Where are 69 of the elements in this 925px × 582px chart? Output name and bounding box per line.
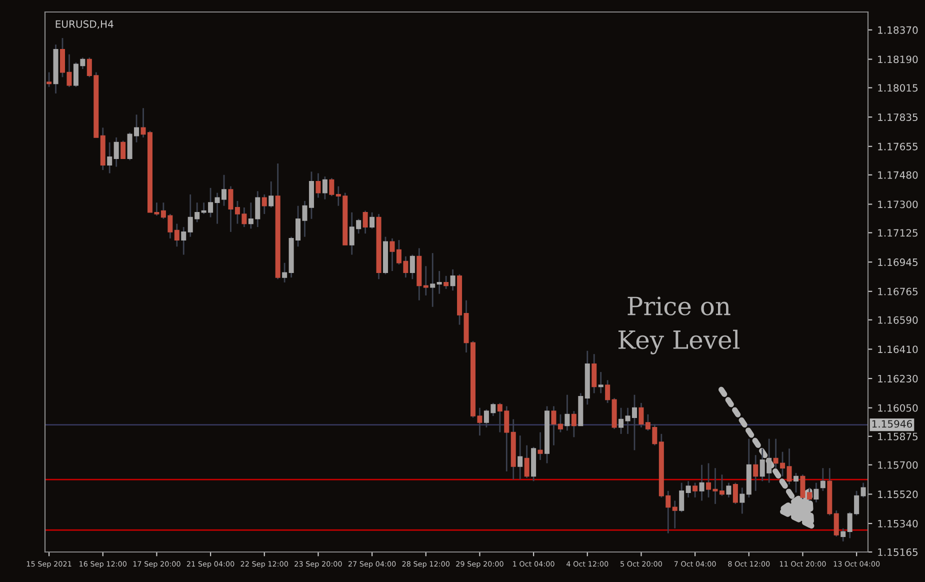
- y-tick-label: 1.17480: [878, 171, 918, 179]
- y-tick-label: 1.15165: [878, 548, 918, 556]
- candlestick: [814, 482, 819, 504]
- y-tick-label: 1.17300: [878, 200, 918, 208]
- candlestick: [820, 467, 826, 492]
- y-tick-label: 1.15520: [878, 490, 918, 498]
- candlestick: [370, 212, 375, 230]
- y-tick-label: 1.16945: [878, 258, 918, 266]
- text: EURUSD,H4: [56, 20, 114, 29]
- y-tick-label: 1.15700: [878, 461, 918, 469]
- candlestick: [46, 72, 52, 88]
- y-tick-label: 1.17655: [878, 142, 918, 150]
- ref-line-label: 1.15946: [872, 420, 912, 428]
- annotation: Price on Key Level: [618, 296, 740, 354]
- candlestick: [268, 180, 274, 208]
- y-tick-label: 1.15340: [878, 520, 918, 528]
- candlestick: [806, 486, 812, 502]
- candlestick: [800, 474, 806, 500]
- candlestick: [322, 176, 328, 200]
- candlestick: [423, 265, 428, 296]
- candlestick: [692, 482, 698, 498]
- candlestick: [120, 140, 126, 160]
- candlestick: [592, 353, 597, 394]
- candlestick: [181, 226, 186, 256]
- candlestick: [114, 136, 119, 168]
- candlestick: [753, 454, 758, 492]
- candlestick: [228, 186, 234, 233]
- candlestick: [390, 238, 395, 272]
- candlestick: [726, 482, 732, 498]
- y-tick-label: 1.16410: [878, 346, 918, 354]
- y-tick-label: 1.17125: [878, 229, 918, 237]
- y-tick-label: 1.16050: [878, 404, 918, 412]
- y-tick-label: 1.18370: [878, 26, 918, 34]
- candlestick: [598, 371, 604, 394]
- candlestick: [605, 379, 610, 404]
- candlestick: [840, 528, 846, 542]
- y-tick-label: 1.16230: [878, 374, 918, 382]
- y-tick-label: 1.17835: [878, 113, 918, 122]
- candlestick: [436, 270, 442, 295]
- candlestick: [719, 474, 724, 496]
- candlestick: [316, 172, 321, 198]
- candlestick: [740, 486, 745, 514]
- candlestick: [282, 262, 288, 284]
- candlestick: [679, 482, 684, 513]
- candlestick: [524, 444, 530, 479]
- candlestick: [444, 275, 449, 290]
- candlestick: [834, 510, 839, 538]
- candlestick: [786, 448, 792, 486]
- candlestick: [174, 223, 180, 248]
- candlestick: [793, 472, 798, 494]
- y-tick-label: 1.18015: [878, 84, 918, 92]
- candlestick: [538, 432, 543, 461]
- candlestick: [410, 254, 415, 280]
- candlestick: [262, 194, 267, 215]
- candlestick: [107, 142, 112, 174]
- candlestick: [430, 252, 436, 308]
- y-tick-label: 1.16765: [878, 288, 918, 296]
- candlestick: [732, 482, 738, 505]
- candlestick: [518, 434, 523, 480]
- y-tick-label: 1.15875: [878, 432, 918, 440]
- y-tick-label: 1.18190: [878, 56, 918, 64]
- candlestick: [362, 210, 368, 234]
- y-tick-label: 1.16590: [878, 316, 918, 324]
- candlestick: [329, 177, 334, 197]
- candlestick: [860, 482, 866, 498]
- candlestick: [450, 268, 456, 292]
- candlestick: [686, 480, 691, 498]
- candlestick: [699, 464, 704, 502]
- candlestick: [672, 500, 678, 530]
